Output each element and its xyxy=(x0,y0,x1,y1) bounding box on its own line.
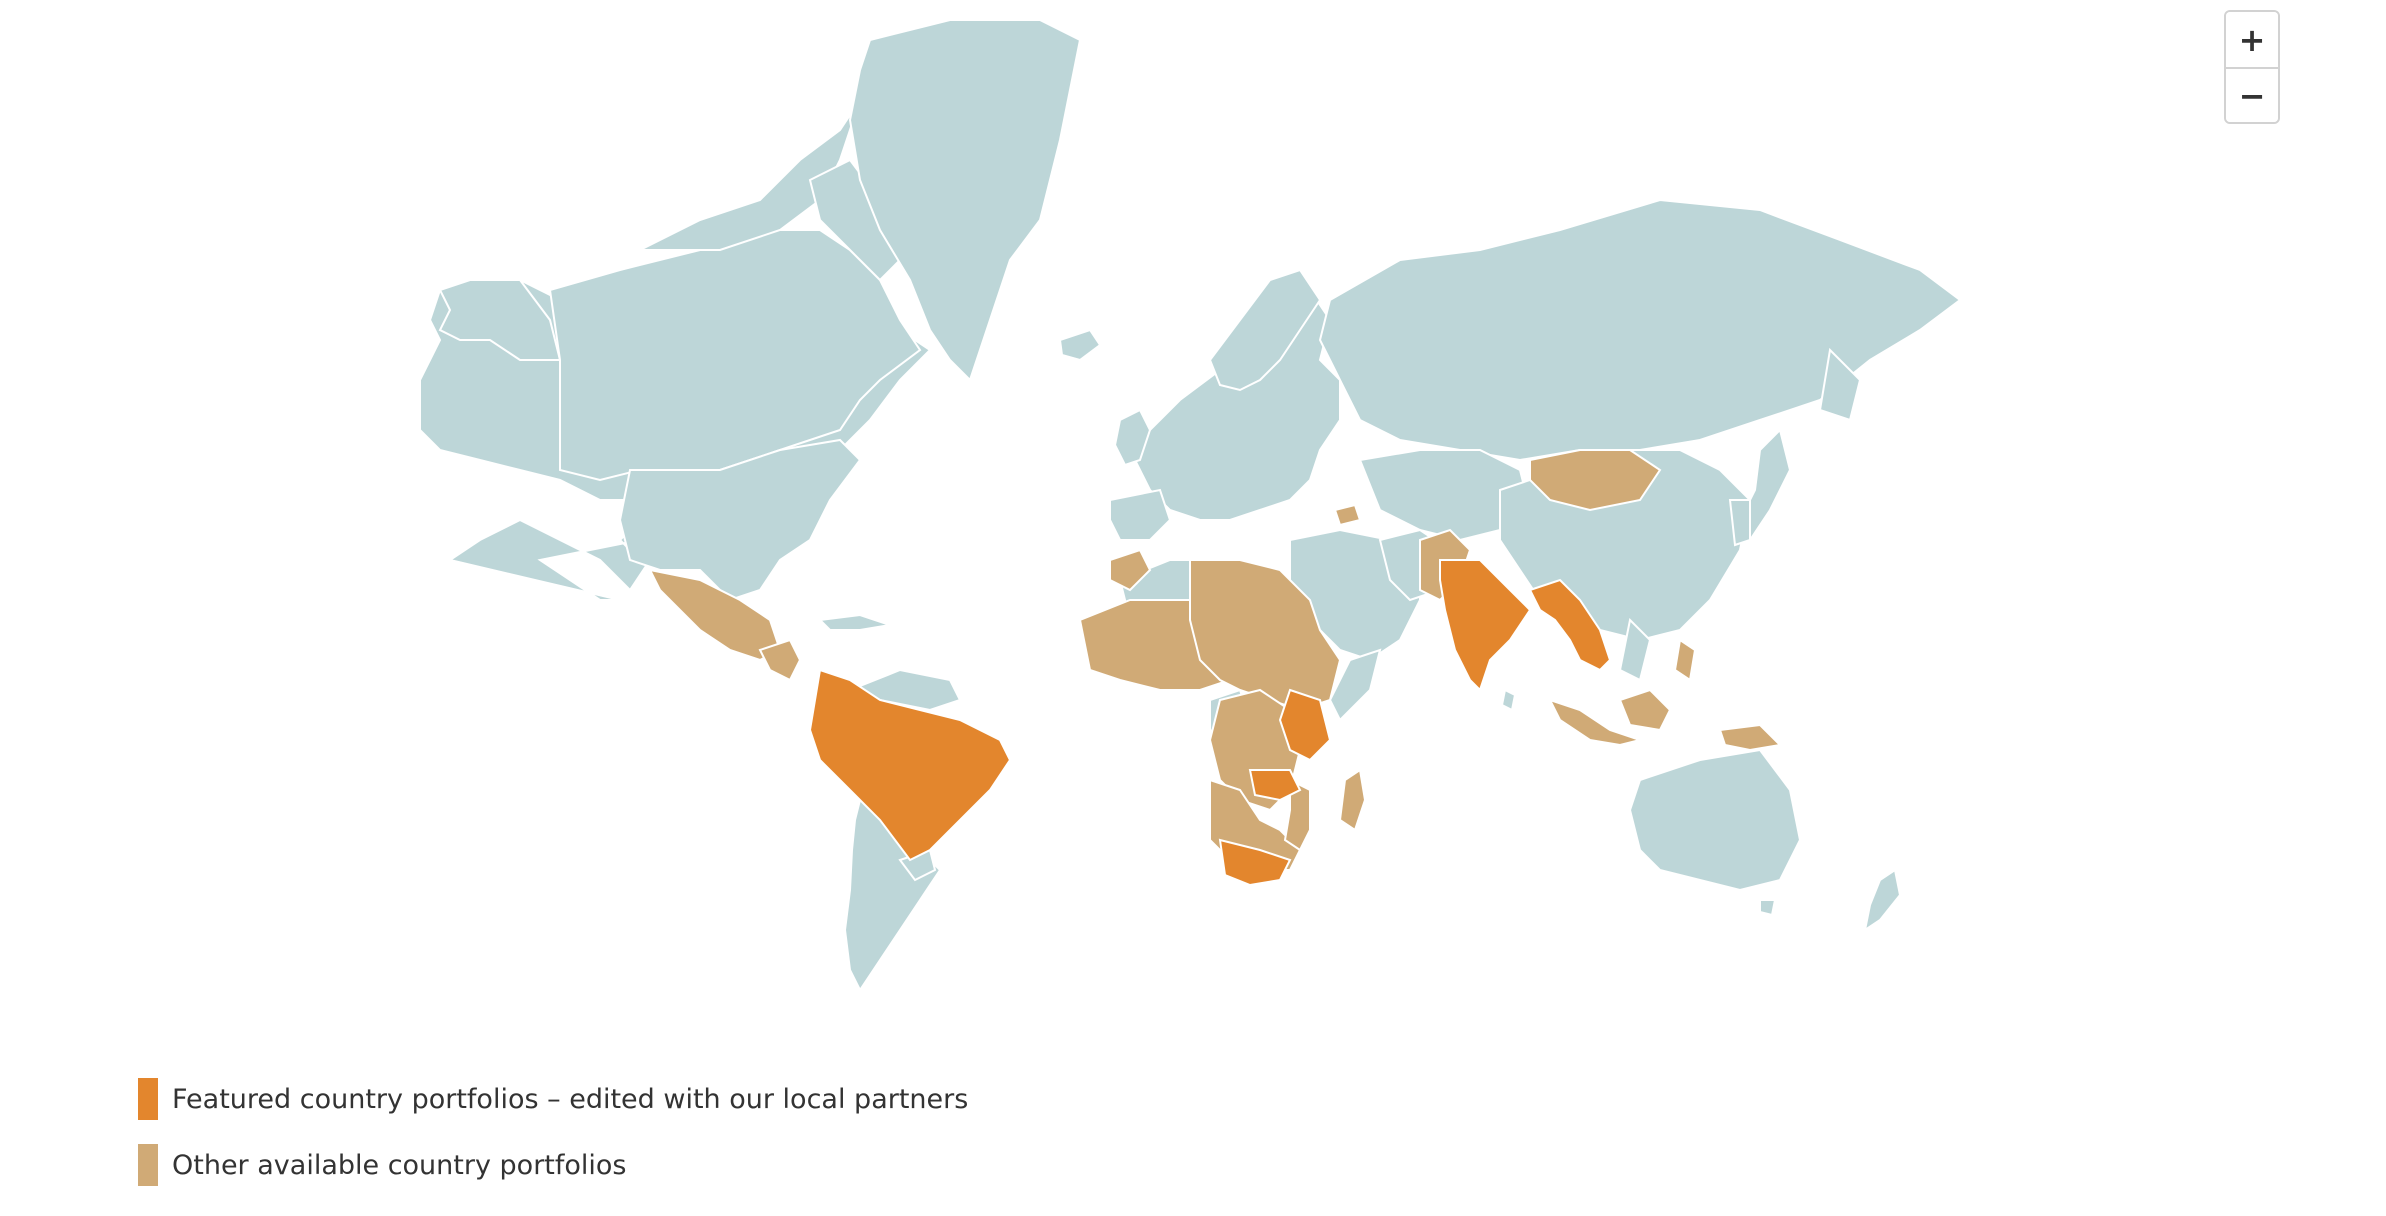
new-zealand-land xyxy=(1863,868,1902,933)
south-africa-featured-region xyxy=(1218,838,1292,887)
india-featured-region xyxy=(1439,559,1532,692)
british-isles-land xyxy=(1113,408,1152,467)
iberia-land xyxy=(1109,488,1172,541)
zoom-in-button[interactable]: + xyxy=(2226,12,2278,67)
legend-item-available: Other available country portfolios xyxy=(138,1143,968,1187)
papua-region xyxy=(1718,723,1783,752)
greenland-land xyxy=(848,19,1082,382)
legend-label-featured: Featured country portfolios – edited wit… xyxy=(172,1083,969,1115)
legend-label-available: Other available country portfolios xyxy=(172,1149,627,1181)
australia-land xyxy=(1628,748,1802,892)
map-legend: Featured country portfolios – edited wit… xyxy=(138,1077,968,1209)
vietnam-land xyxy=(1618,617,1652,682)
mozambique-region xyxy=(1283,778,1311,852)
scandinavia-land xyxy=(1208,268,1322,392)
iceland-land xyxy=(1058,328,1102,362)
baffin-island xyxy=(808,158,902,282)
cuba-land xyxy=(817,613,891,631)
zoom-out-button[interactable]: − xyxy=(2226,67,2278,122)
indonesia-region xyxy=(1548,698,1644,747)
sri-lanka-land xyxy=(1500,688,1517,712)
somalia-land xyxy=(1328,648,1382,722)
caucasus-region xyxy=(1333,503,1362,527)
featured-country-regions xyxy=(808,559,1612,887)
east-africa-featured-region xyxy=(1278,688,1332,762)
usa-land xyxy=(618,438,862,602)
legend-item-featured: Featured country portfolios – edited wit… xyxy=(138,1077,968,1121)
russia-land xyxy=(1318,198,1962,462)
borneo-sulawesi-region xyxy=(1618,688,1672,732)
morocco-region xyxy=(1109,548,1152,592)
zoom-control: + − xyxy=(2224,10,2280,124)
land-other-countries xyxy=(419,19,1962,992)
japan-land xyxy=(1738,428,1792,542)
korea-land xyxy=(1728,499,1751,547)
available-country-regions xyxy=(648,449,1783,871)
mainland-southeast-asia-featured-region xyxy=(1528,578,1612,672)
madagascar-region xyxy=(1338,768,1367,832)
mexico-region xyxy=(648,568,782,662)
mongolia-region xyxy=(1529,449,1662,512)
zambia-malawi-featured-region xyxy=(1248,769,1302,802)
central-america-region xyxy=(758,638,802,682)
alaska-land xyxy=(438,279,562,361)
legend-swatch-available xyxy=(138,1144,158,1186)
kamchatka-land xyxy=(1818,347,1862,422)
south-america-featured-region xyxy=(808,668,1012,862)
philippines-region xyxy=(1673,638,1697,682)
legend-swatch-featured xyxy=(138,1078,158,1120)
canada-land xyxy=(548,229,922,482)
tasmania-land xyxy=(1759,899,1777,917)
